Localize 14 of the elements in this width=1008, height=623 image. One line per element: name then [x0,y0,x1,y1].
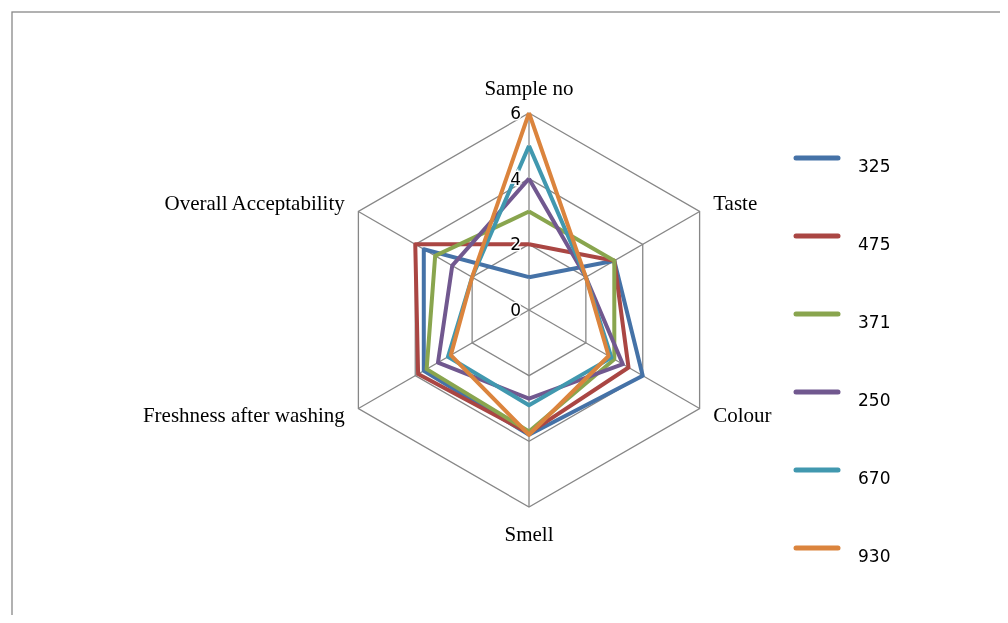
spoke-label: Taste [713,190,758,215]
y-tick-label: 6 [510,103,521,123]
legend-label: 475 [858,234,891,254]
legend-label: 371 [858,312,891,332]
spoke-label: Smell [504,521,554,546]
y-tick-label: 0 [510,300,521,320]
legend-label: 250 [858,390,891,410]
spoke-label: Overall Acceptability [164,190,346,215]
spoke-label: Colour [713,403,772,428]
spoke-label: Sample no [484,76,574,101]
spoke-label: Freshness after washing [142,403,346,428]
legend-label: 930 [858,546,891,566]
legend-label: 325 [858,156,891,176]
legend-label: 670 [858,468,891,488]
